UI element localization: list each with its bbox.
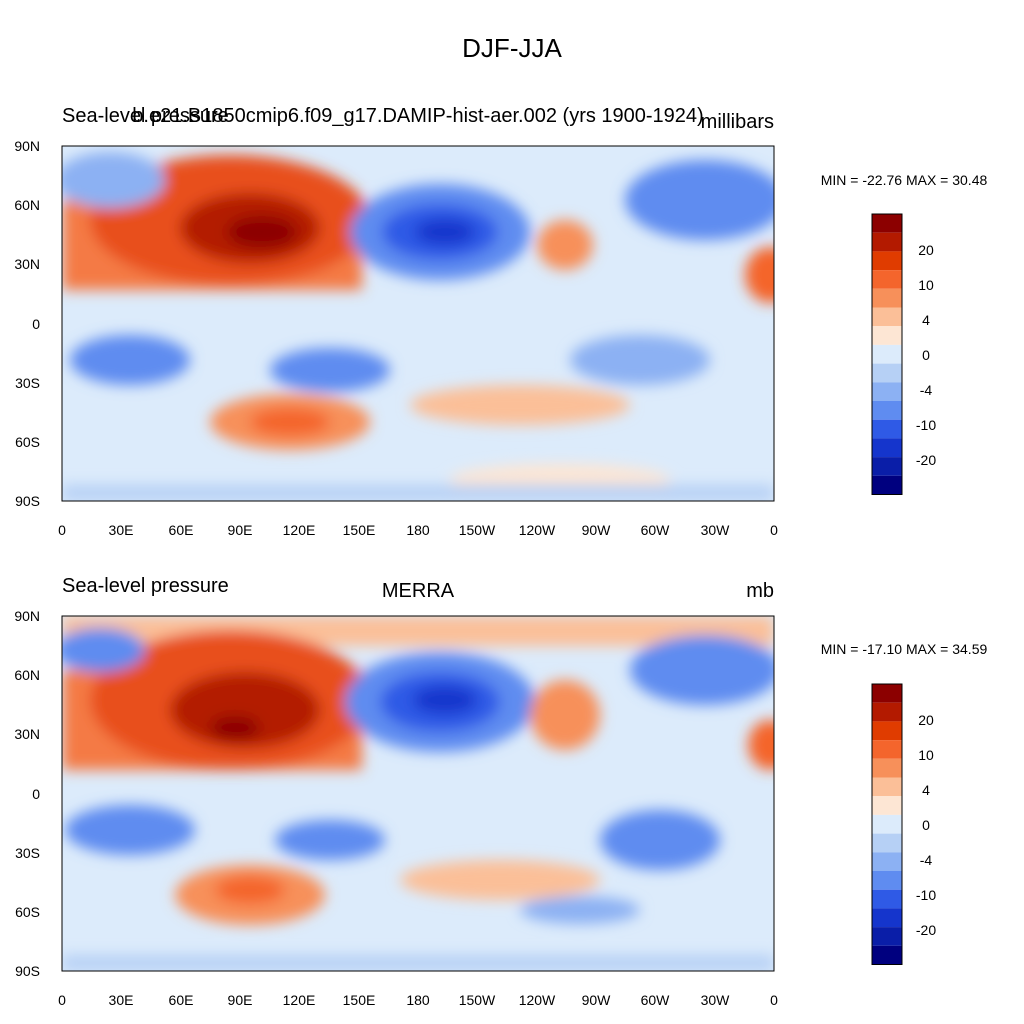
panel-left-title: Sea-level pressure <box>62 105 229 127</box>
min-max-stats: MIN = -17.10 MAX = 34.59 <box>821 641 988 657</box>
lat-label: 60S <box>15 904 40 920</box>
colorbar-label: -10 <box>916 887 936 903</box>
lat-tick-labels: 90N 60N 30N 0 30S 60S 90S <box>14 138 40 509</box>
panel-left-title: Sea-level pressure <box>62 575 229 597</box>
lon-label: 60W <box>641 992 671 1008</box>
colorbar: 20 10 4 0 -4 -10 -20 <box>871 683 936 965</box>
lon-label: 60E <box>169 992 194 1008</box>
colorbar-label: 0 <box>922 817 930 833</box>
lon-label: 150E <box>343 992 376 1008</box>
lon-label: 120E <box>283 992 316 1008</box>
panel-right-title: millibars <box>701 111 774 133</box>
min-max-stats: MIN = -22.76 MAX = 30.48 <box>821 172 988 188</box>
lon-label: 60W <box>641 522 671 538</box>
lon-label: 180 <box>406 992 430 1008</box>
lon-label: 120W <box>519 522 556 538</box>
lat-label: 90N <box>14 608 40 624</box>
lon-label: 150W <box>459 992 496 1008</box>
lat-label: 0 <box>32 316 40 332</box>
colorbar-label: -20 <box>916 922 936 938</box>
lon-label: 60E <box>169 522 194 538</box>
lon-label: 90E <box>228 992 253 1008</box>
slp-difference-field <box>62 146 774 501</box>
panel-model: Sea-level pressure b.e21.B1850cmip6.f09_… <box>14 105 987 538</box>
map-frame <box>61 145 775 502</box>
lat-label: 0 <box>32 786 40 802</box>
lon-label: 120W <box>519 992 556 1008</box>
lon-label: 0 <box>770 992 778 1008</box>
lat-label: 30S <box>15 845 40 861</box>
lon-label: 0 <box>58 522 66 538</box>
lon-label: 30W <box>701 522 731 538</box>
panel-right-title: mb <box>746 580 774 602</box>
lon-label: 150E <box>343 522 376 538</box>
lon-label: 30E <box>109 522 134 538</box>
lon-label: 180 <box>406 522 430 538</box>
colorbar-label: 20 <box>918 712 934 728</box>
lat-label: 90N <box>14 138 40 154</box>
panel-center-title: MERRA <box>382 580 455 602</box>
panel-observations: Sea-level pressure MERRA mb <box>14 575 987 1008</box>
lon-tick-labels: 0 30E 60E 90E 120E 150E 180 150W 120W 90… <box>58 522 778 538</box>
map-frame <box>61 615 775 972</box>
lon-label: 30W <box>701 992 731 1008</box>
lat-label: 60N <box>14 197 40 213</box>
colorbar-label: 20 <box>918 242 934 258</box>
lon-label: 150W <box>459 522 496 538</box>
lon-label: 30E <box>109 992 134 1008</box>
colorbar-label: 10 <box>918 277 934 293</box>
lat-tick-labels: 90N 60N 30N 0 30S 60S 90S <box>14 608 40 979</box>
lat-label: 30N <box>14 726 40 742</box>
slp-difference-field <box>62 616 774 971</box>
colorbar-label: -4 <box>920 852 933 868</box>
colorbar-label: 4 <box>922 782 930 798</box>
lon-label: 90W <box>582 992 612 1008</box>
lat-label: 30S <box>15 375 40 391</box>
colorbar-label: 10 <box>918 747 934 763</box>
lon-label: 0 <box>770 522 778 538</box>
colorbar-label: -20 <box>916 452 936 468</box>
lat-label: 60N <box>14 667 40 683</box>
panel-center-title: b.e21.B1850cmip6.f09_g17.DAMIP-hist-aer.… <box>132 105 703 127</box>
lon-label: 120E <box>283 522 316 538</box>
lat-label: 90S <box>15 963 40 979</box>
colorbar-label: 4 <box>922 312 930 328</box>
lon-label: 90W <box>582 522 612 538</box>
lon-label: 90E <box>228 522 253 538</box>
colorbar-label: 0 <box>922 347 930 363</box>
colorbar-label: -10 <box>916 417 936 433</box>
lat-label: 30N <box>14 256 40 272</box>
lon-label: 0 <box>58 992 66 1008</box>
lat-label: 90S <box>15 493 40 509</box>
colorbar-label: -4 <box>920 382 933 398</box>
lon-tick-labels: 0 30E 60E 90E 120E 150E 180 150W 120W 90… <box>58 992 778 1008</box>
lat-label: 60S <box>15 434 40 450</box>
colorbar: 20 10 4 0 -4 -10 -20 <box>871 213 936 495</box>
figure-title: DJF-JJA <box>462 33 562 63</box>
